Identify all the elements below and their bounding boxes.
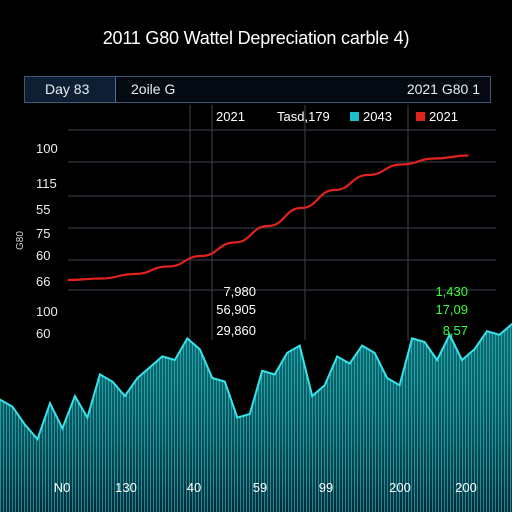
point-2043 <box>373 352 376 354</box>
point-2043 <box>186 337 189 340</box>
x-tick-label: 40 <box>187 480 201 495</box>
readout-right: 1,430 <box>435 284 468 299</box>
point-2043 <box>273 373 276 376</box>
point-2021 <box>100 277 103 280</box>
x-tick-label: 200 <box>455 480 477 495</box>
grid-lines <box>68 105 496 340</box>
point-2021 <box>400 163 403 166</box>
area-series-2043 <box>0 323 512 512</box>
legend-item-2021: 2021 <box>429 109 458 124</box>
tab-day[interactable]: Day 83 <box>25 77 116 102</box>
point-2043 <box>149 366 151 369</box>
point-2043 <box>261 370 264 372</box>
point-2021 <box>167 265 169 268</box>
header-bar: Day 83 2oile G 2021 G80 1 <box>24 76 491 103</box>
point-2021 <box>333 189 336 191</box>
readout-right: 17,09 <box>435 302 468 317</box>
point-2043 <box>386 377 388 379</box>
point-2043 <box>361 344 363 347</box>
y-tick-label: 115 <box>36 176 57 191</box>
line-series-2021 <box>67 154 469 282</box>
point-2043 <box>348 362 351 365</box>
legend-swatch-2021 <box>416 112 425 121</box>
y-axis-side-label: G80 <box>15 231 26 250</box>
point-2043 <box>86 416 89 419</box>
point-2043 <box>74 395 76 397</box>
point-2043 <box>298 344 301 347</box>
point-2021 <box>267 225 269 227</box>
point-2043 <box>498 334 501 336</box>
legend-swatch-2043 <box>350 112 359 121</box>
readout-right: 8,57 <box>443 323 468 338</box>
x-tick-label: 200 <box>389 480 411 495</box>
legend-label-a: 2021 <box>216 109 245 124</box>
point-2043 <box>61 427 64 430</box>
point-2021 <box>133 273 136 275</box>
point-2043 <box>49 402 51 405</box>
readout-center: 7,980 <box>223 284 256 299</box>
point-2021 <box>433 157 436 160</box>
point-2043 <box>0 398 1 401</box>
point-2021 <box>300 207 303 209</box>
point-2043 <box>136 377 139 379</box>
readout-center: 29,860 <box>216 323 256 338</box>
point-2043 <box>436 359 438 361</box>
readout-center: 56,905 <box>216 302 256 317</box>
point-2043 <box>111 380 114 383</box>
point-2043 <box>24 424 26 426</box>
y-tick-label: 100 <box>36 304 58 319</box>
point-2021 <box>367 174 369 176</box>
x-tick-label: 99 <box>319 480 333 495</box>
x-tick-label: 59 <box>253 480 267 495</box>
point-2043 <box>199 348 201 351</box>
point-2021 <box>67 279 69 281</box>
point-2043 <box>99 373 101 376</box>
point-2043 <box>236 416 239 419</box>
series-line-2043 <box>0 323 512 442</box>
readout-values: 7,980 56,905 29,860 1,430 17,09 8,57 <box>216 284 468 338</box>
point-2043 <box>286 352 289 354</box>
point-2043 <box>423 341 426 343</box>
point-2043 <box>311 395 314 397</box>
header-right-label: 2021 G80 1 <box>406 81 480 97</box>
point-2043 <box>124 395 126 397</box>
point-2043 <box>336 355 339 358</box>
chart-title: 2011 G80 Wattel Depreciation carble 4) <box>102 28 410 48</box>
point-2043 <box>448 334 451 336</box>
point-2021 <box>233 241 236 244</box>
y-tick-label: 75 <box>36 226 50 241</box>
y-tick-label: 55 <box>36 202 50 217</box>
point-2043 <box>486 330 488 333</box>
header-mid-label: 2oile G <box>131 81 176 97</box>
legend-label-b: Tasd,179 <box>277 109 330 124</box>
point-2043 <box>461 359 463 361</box>
y-tick-label: 66 <box>36 274 50 289</box>
point-2043 <box>224 380 226 383</box>
y-axis-ticks: 100 115 55 75 60 66 100 60 <box>36 141 58 341</box>
area-stripes-2043 <box>0 324 512 512</box>
x-tick-label: 130 <box>115 480 137 495</box>
point-2043 <box>161 355 164 358</box>
y-tick-label: 60 <box>36 326 50 341</box>
point-2043 <box>249 413 251 415</box>
point-2021 <box>200 255 203 257</box>
point-2043 <box>36 438 39 441</box>
point-2043 <box>323 384 326 387</box>
y-tick-label: 60 <box>36 248 50 263</box>
point-2021 <box>467 154 469 157</box>
y-tick-label: 100 <box>36 141 58 156</box>
x-axis-ticks: N0 130 40 59 99 200 200 <box>54 480 477 495</box>
point-2043 <box>174 359 176 361</box>
x-tick-label: N0 <box>54 480 71 495</box>
point-2043 <box>473 348 476 351</box>
point-2043 <box>11 406 14 408</box>
legend-item-2043: 2043 <box>363 109 392 124</box>
point-2043 <box>211 377 214 379</box>
point-2043 <box>411 337 413 340</box>
point-2043 <box>398 384 401 387</box>
